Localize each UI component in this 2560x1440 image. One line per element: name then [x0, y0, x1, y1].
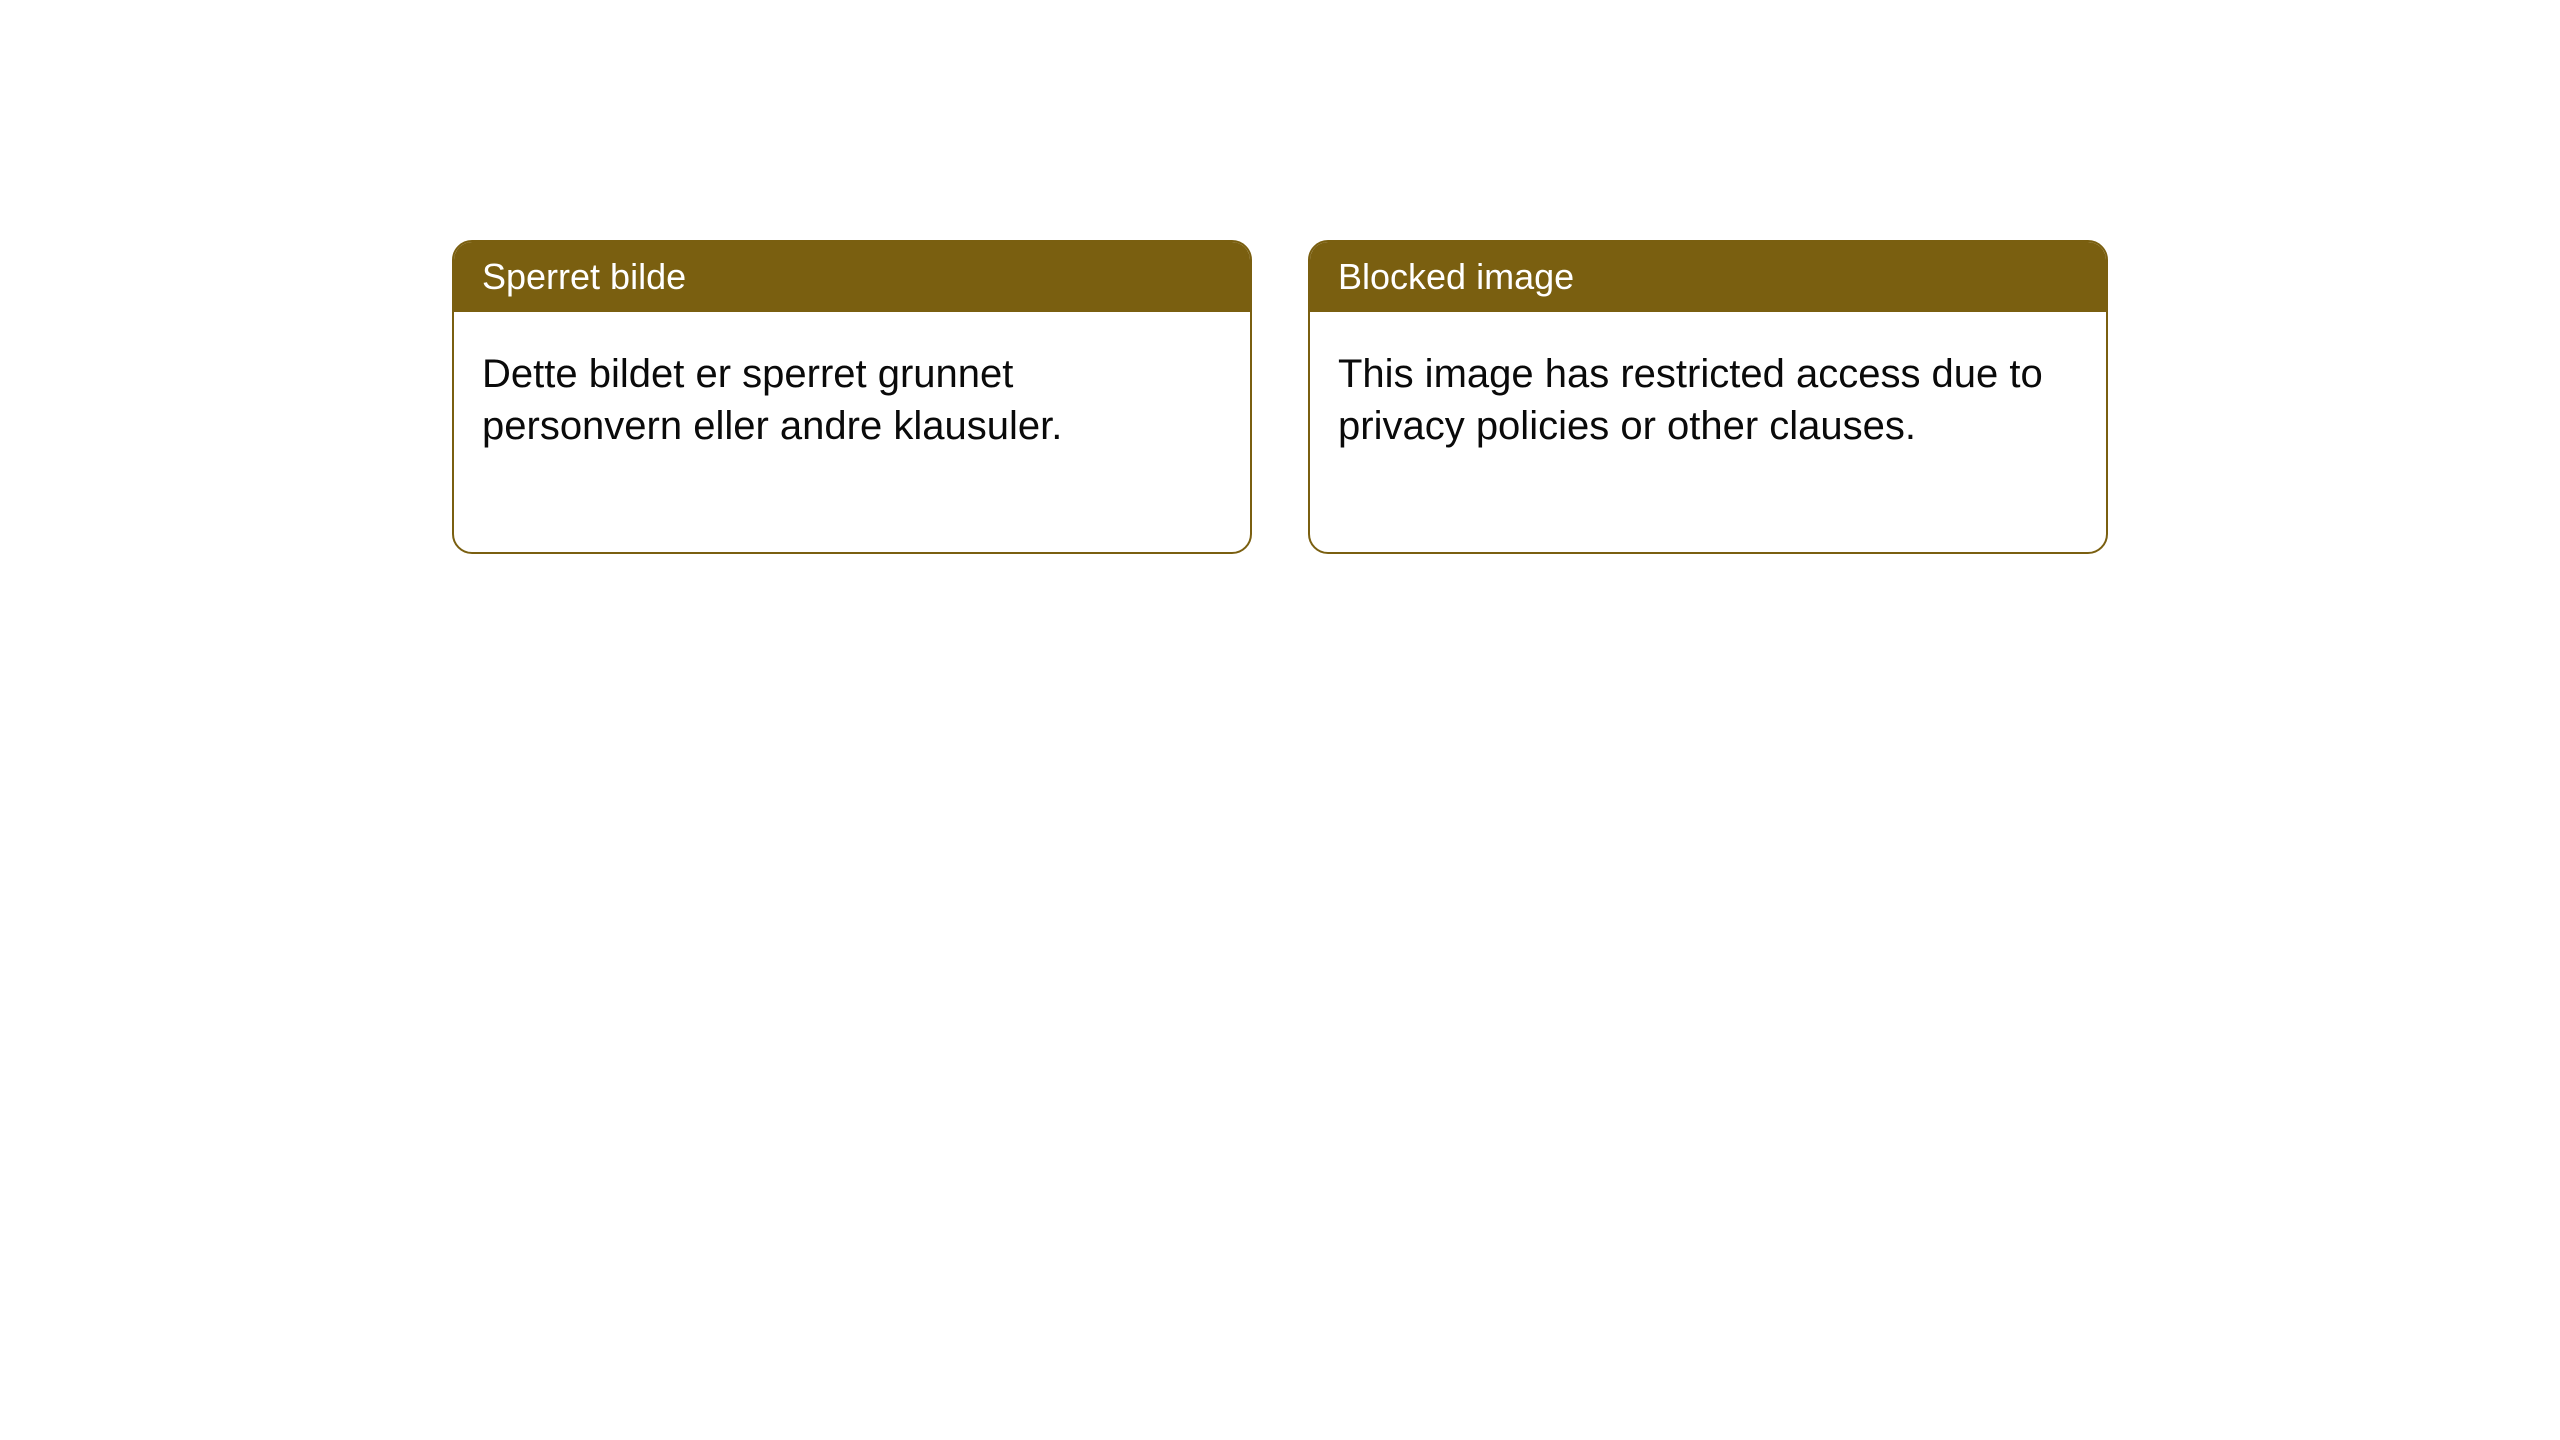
card-header: Sperret bilde	[454, 242, 1250, 312]
blocked-image-card-no: Sperret bilde Dette bildet er sperret gr…	[452, 240, 1252, 554]
card-body: This image has restricted access due to …	[1310, 312, 2106, 552]
card-body: Dette bildet er sperret grunnet personve…	[454, 312, 1250, 552]
card-container: Sperret bilde Dette bildet er sperret gr…	[452, 240, 2108, 554]
card-header: Blocked image	[1310, 242, 2106, 312]
blocked-image-card-en: Blocked image This image has restricted …	[1308, 240, 2108, 554]
